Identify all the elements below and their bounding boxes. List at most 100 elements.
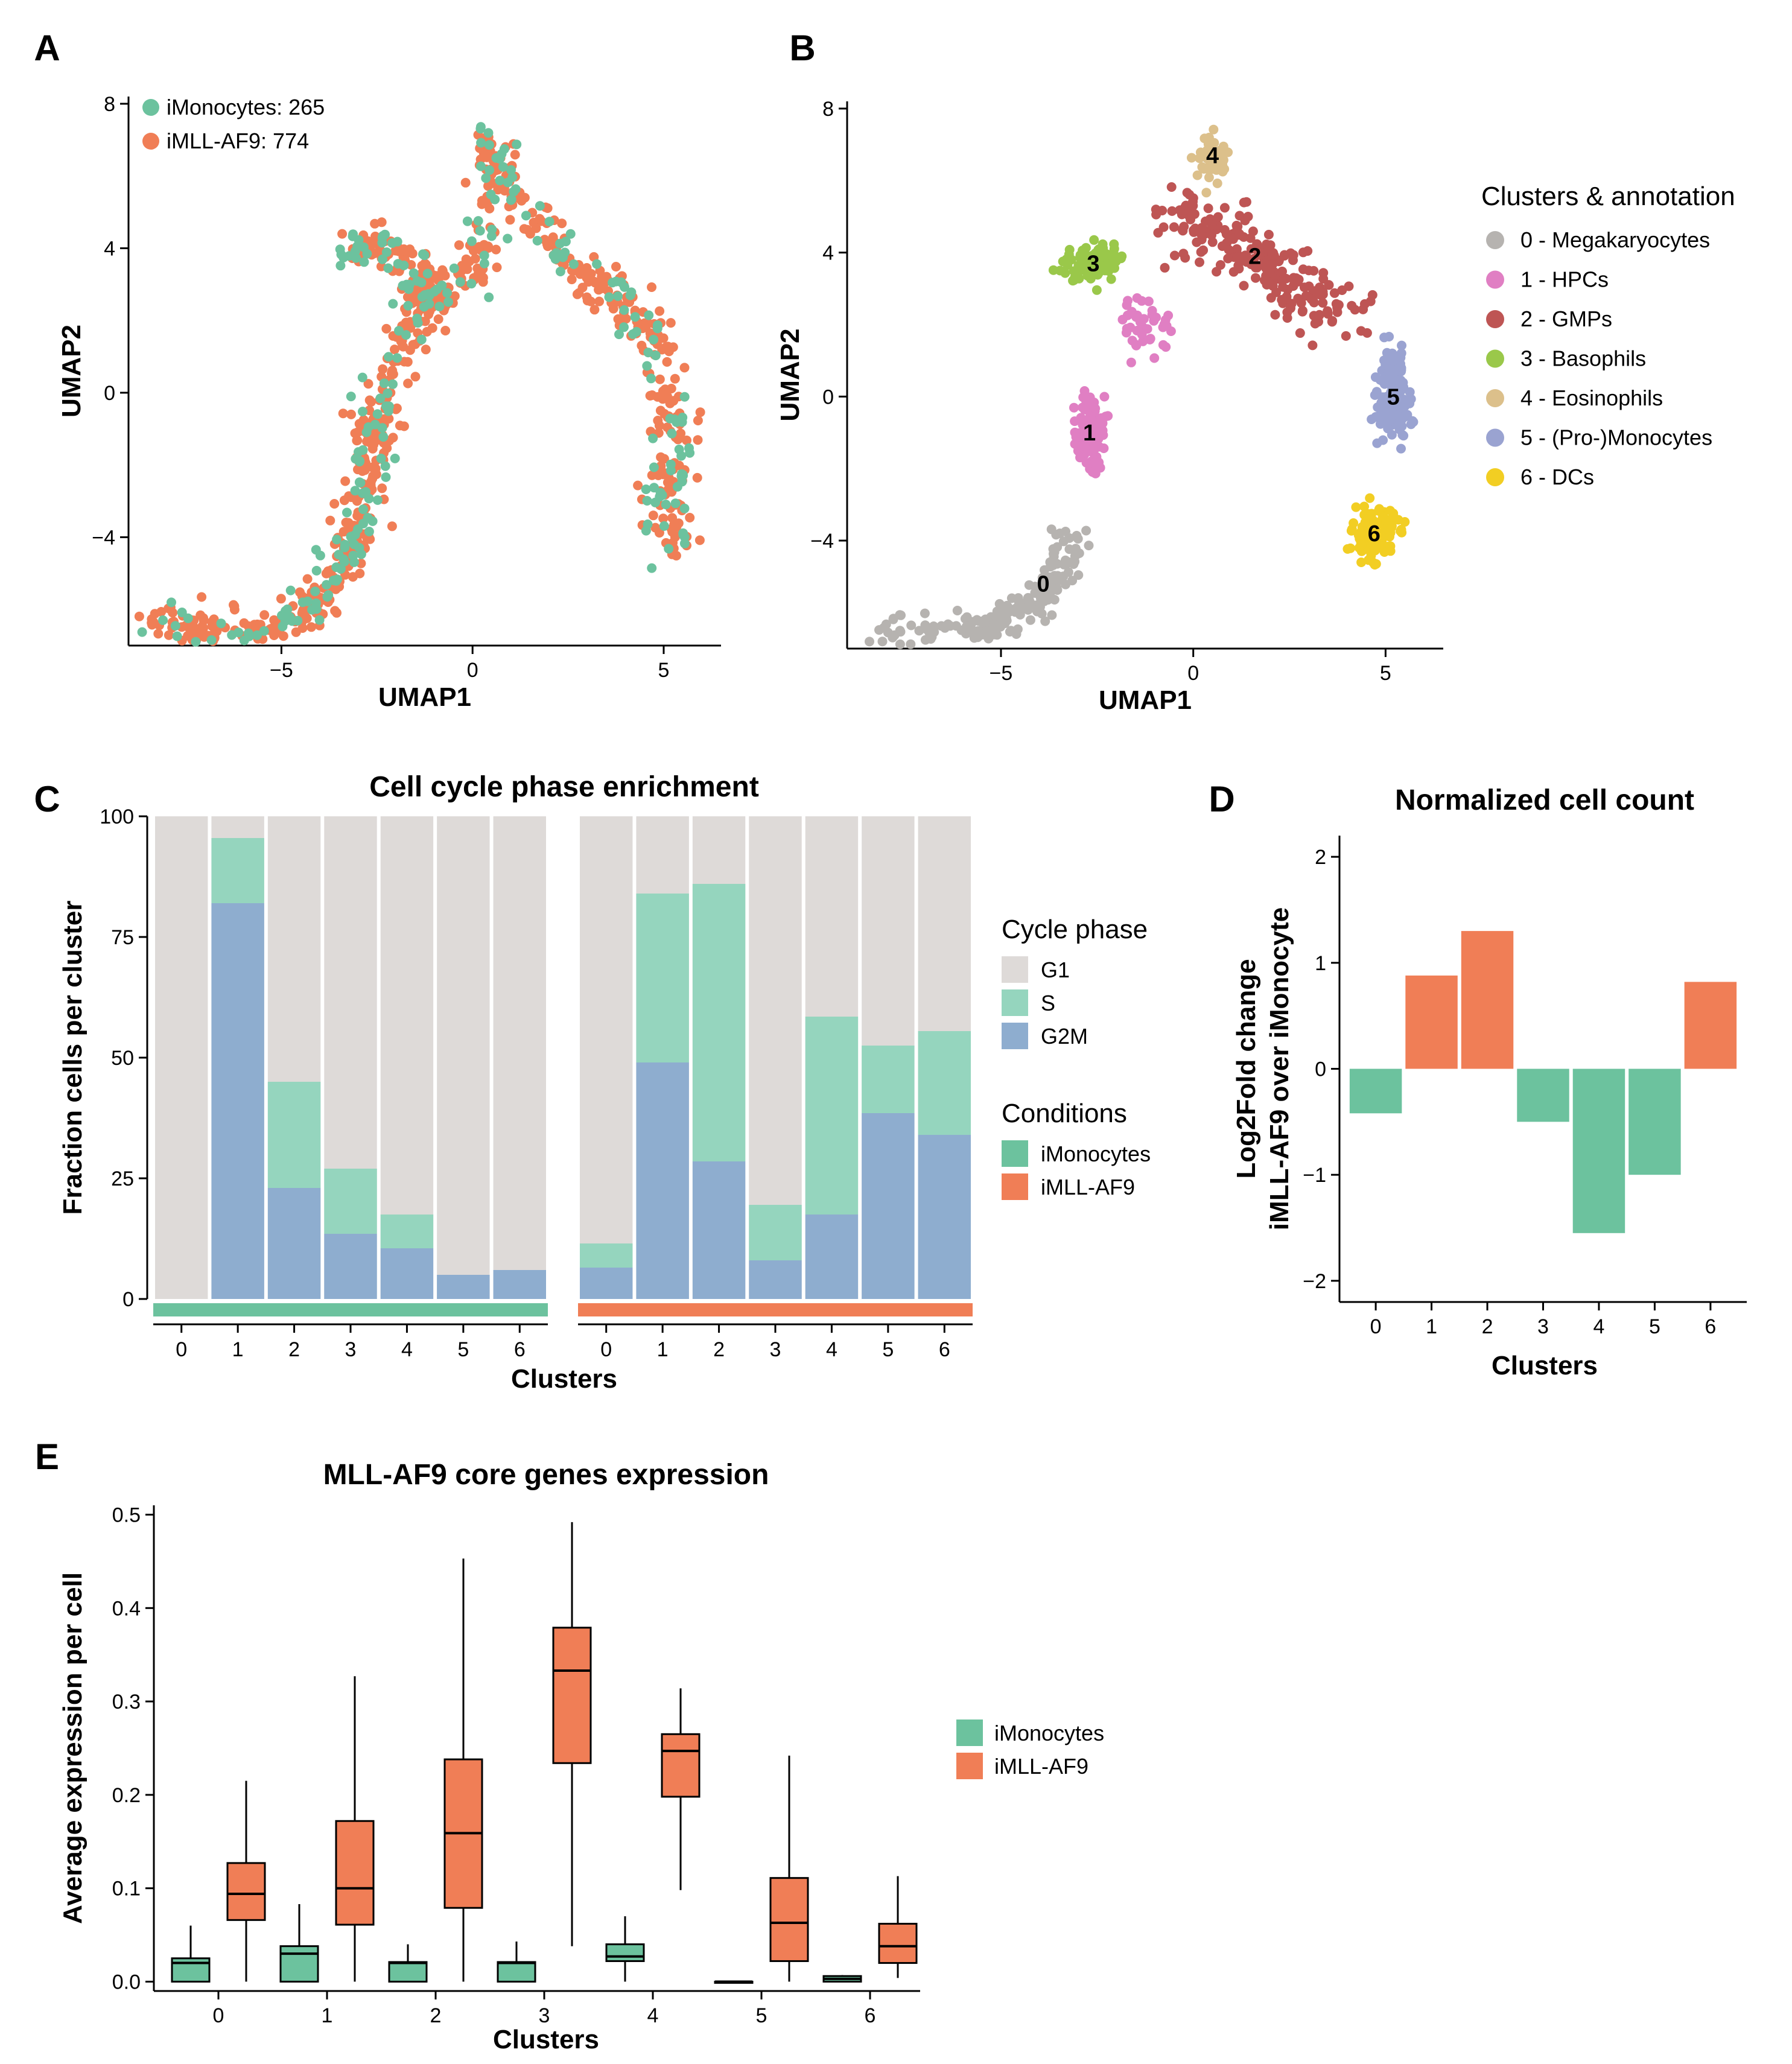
umap-point (604, 292, 614, 302)
umap-point (478, 273, 488, 283)
umap-point (646, 373, 656, 384)
legend-label: 2 - GMPs (1520, 306, 1612, 331)
umap-point (1243, 212, 1253, 221)
umap-point (1209, 124, 1219, 135)
umap-point (614, 329, 624, 340)
y-tick-label: 0.3 (112, 1691, 141, 1713)
umap-point (1282, 291, 1292, 302)
umap-point (379, 378, 389, 389)
bar-g1 (493, 816, 546, 1299)
umap-point (685, 513, 695, 522)
umap-point (1207, 150, 1217, 160)
umap-point (1175, 205, 1185, 215)
umap-point (997, 617, 1008, 627)
umap-point (1081, 395, 1091, 404)
umap-point (462, 216, 472, 226)
condition-strip (578, 1303, 973, 1316)
umap-point (417, 261, 427, 271)
umap-point (649, 334, 659, 345)
umap-point (337, 229, 348, 239)
box-panel-e: MLL-AF9 core genes expression 0.0 0.1 0.2 0.… (58, 1459, 1104, 2054)
umap-point (1356, 540, 1367, 550)
umap-point (361, 487, 370, 497)
umap-point (371, 469, 381, 480)
legend-dot (1486, 231, 1504, 249)
umap-point (1073, 570, 1084, 580)
umap-point (454, 240, 464, 250)
umap-point (678, 530, 688, 540)
umap-point (594, 285, 604, 295)
x-tick-label: 5 (882, 1338, 894, 1361)
umap-point (977, 629, 988, 640)
umap-point (1123, 296, 1133, 306)
umap-point (377, 483, 387, 494)
umap-point (648, 433, 658, 443)
legend-label: 6 - DCs (1520, 465, 1594, 489)
umap-point (1265, 240, 1276, 250)
x-tick-label: 1 (657, 1338, 669, 1361)
x-tick-label: 6 (514, 1338, 526, 1361)
umap-point (1117, 314, 1128, 325)
umap-point (460, 177, 471, 188)
umap-point (403, 378, 413, 389)
umap-point (896, 610, 906, 620)
umap-point (362, 249, 372, 259)
umap-point (503, 233, 513, 244)
umap-point (375, 393, 386, 404)
box-body (769, 1877, 809, 1962)
umap-point (1209, 138, 1219, 148)
umap-point (659, 521, 669, 531)
umap-point (1089, 402, 1099, 413)
umap-point (679, 503, 690, 513)
umap-point (399, 357, 410, 367)
umap-point (1333, 300, 1344, 310)
legend-label: 1 - HPCs (1520, 267, 1609, 292)
umap-point (302, 613, 312, 623)
umap-point (682, 435, 691, 445)
legend-label: 0 - Megakaryocytes (1520, 227, 1710, 252)
umap-point (642, 361, 652, 371)
umap-point (1011, 606, 1022, 617)
umap-point (1085, 273, 1096, 284)
umap-point (403, 300, 413, 311)
umap-point (134, 611, 144, 621)
umap-point (1270, 310, 1280, 320)
umap-point (440, 326, 451, 335)
x-tick-label: 0 (600, 1338, 612, 1361)
bar (1572, 1069, 1625, 1233)
umap-point (378, 230, 388, 241)
umap-point (381, 323, 392, 334)
umap-point (1192, 237, 1202, 247)
umap-point (542, 203, 553, 213)
umap-point (630, 312, 640, 322)
umap-point (1353, 530, 1364, 541)
umap-point (666, 318, 676, 328)
legend-title: Clusters & annotation (1481, 182, 1735, 211)
umap-point (658, 513, 669, 524)
umap-point (668, 342, 678, 352)
umap-point (695, 407, 705, 418)
umap-point (1349, 518, 1359, 528)
umap-point (335, 261, 346, 271)
umap-point (1267, 249, 1277, 259)
umap-point (148, 617, 159, 627)
x-tick-label: 0 (176, 1338, 187, 1361)
umap-point (539, 235, 550, 245)
umap-point (1023, 605, 1033, 615)
umap-panel-B: −5 0 5 −4 0 4 8 UMAP1 UMAP2 0 1 2 3 4 5 6 (775, 98, 1443, 715)
umap-point (358, 445, 368, 455)
umap-point (510, 184, 521, 194)
y-tick-label: 0 (1315, 1058, 1326, 1081)
chart-title: MLL-AF9 core genes expression (323, 1459, 769, 1491)
umap-point (1228, 234, 1238, 244)
y-tick-label: 0 (104, 382, 115, 405)
box-body (335, 1820, 375, 1926)
umap-point (1356, 326, 1366, 336)
bar-panel-d: Normalized cell count −2 −1 0 1 2 0 1 2 3 4 5 6 Clust… (1231, 784, 1747, 1380)
umap-point (865, 637, 874, 647)
umap-point (1049, 551, 1059, 562)
umap-point (655, 487, 666, 498)
umap-point (555, 267, 565, 276)
umap-point (1024, 593, 1034, 603)
umap-point (952, 606, 962, 615)
